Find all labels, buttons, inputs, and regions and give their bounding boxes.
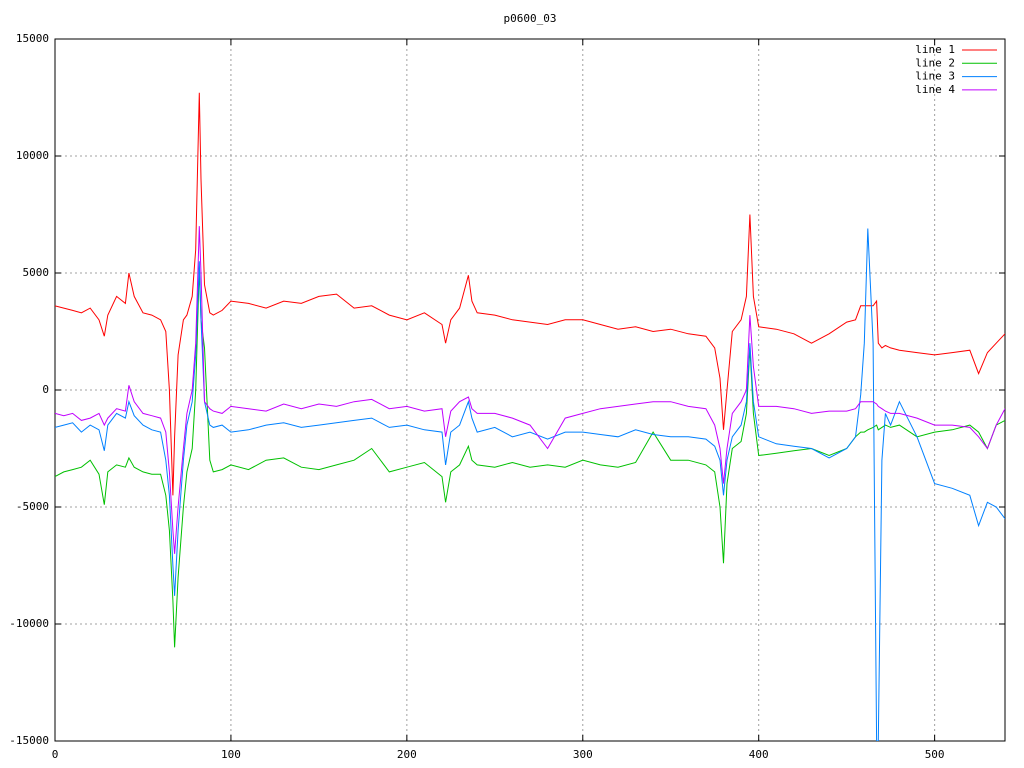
- legend-label: line 3: [915, 70, 955, 83]
- series-line: [55, 268, 1005, 648]
- y-tick-label: -5000: [16, 500, 49, 513]
- legend-label: line 2: [915, 56, 955, 69]
- chart-title: p0600_03: [504, 12, 557, 25]
- x-tick-label: 0: [52, 748, 59, 761]
- x-tick-label: 200: [397, 748, 417, 761]
- x-tick-label: 500: [925, 748, 945, 761]
- plot-area: [55, 92, 1005, 741]
- x-tick-label: 100: [221, 748, 241, 761]
- legend-label: line 4: [915, 83, 955, 96]
- y-tick-label: 5000: [23, 266, 50, 279]
- series-line: [55, 228, 1005, 741]
- series-line: [55, 92, 1005, 496]
- legend-label: line 1: [915, 43, 955, 56]
- y-tick-label: -10000: [9, 617, 49, 630]
- x-tick-label: 400: [749, 748, 769, 761]
- series-line: [55, 226, 1005, 554]
- y-tick-label: 15000: [16, 32, 49, 45]
- y-tick-label: -15000: [9, 734, 49, 747]
- y-tick-label: 10000: [16, 149, 49, 162]
- plot-frame: [54, 38, 1006, 742]
- x-tick-label: 300: [573, 748, 593, 761]
- y-tick-label: 0: [42, 383, 49, 396]
